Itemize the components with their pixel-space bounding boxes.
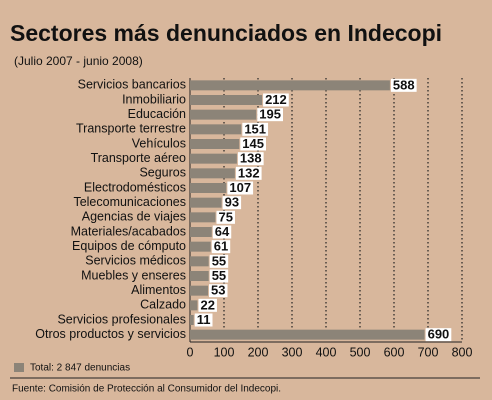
y-tick-label: Seguros bbox=[139, 166, 186, 180]
y-tick-label: Electrodomésticos bbox=[84, 180, 186, 194]
value-label-bg bbox=[240, 137, 267, 151]
value-label-bg bbox=[257, 108, 284, 122]
y-tick-label: Servicios bancarios bbox=[78, 78, 186, 92]
bar bbox=[190, 168, 235, 179]
value-label-bg bbox=[227, 181, 254, 195]
bar bbox=[190, 241, 211, 252]
value-label-bg bbox=[263, 93, 289, 107]
y-tick-label: Alimentos bbox=[131, 283, 186, 297]
value-label: 93 bbox=[225, 195, 239, 210]
value-label: 145 bbox=[242, 136, 264, 151]
x-tick-label: 600 bbox=[384, 345, 405, 359]
value-label-bg bbox=[209, 269, 229, 283]
value-label-bg bbox=[242, 122, 269, 136]
value-label: 55 bbox=[212, 253, 226, 268]
y-tick-label: Materiales/acabados bbox=[71, 224, 186, 238]
y-tick-label: Calzado bbox=[140, 298, 186, 312]
legend-label: Total: 2 847 denuncias bbox=[30, 363, 130, 374]
x-tick-label: 800 bbox=[452, 345, 473, 359]
value-label-bg bbox=[235, 166, 262, 180]
value-label: 61 bbox=[214, 239, 228, 254]
bar bbox=[190, 329, 425, 340]
value-label: 75 bbox=[219, 209, 233, 224]
bar bbox=[190, 227, 212, 237]
y-tick-label: Agencias de viajes bbox=[82, 210, 186, 224]
y-tick-label: Transporte aéreo bbox=[91, 151, 186, 165]
y-tick-label: Servicios profesionales bbox=[57, 312, 186, 326]
y-tick-label: Vehículos bbox=[132, 136, 186, 150]
bar bbox=[190, 124, 242, 135]
bar bbox=[190, 95, 263, 105]
value-label-bg bbox=[209, 254, 229, 268]
bar bbox=[190, 300, 198, 311]
value-label-bg bbox=[212, 225, 232, 239]
value-label: 107 bbox=[229, 180, 251, 195]
value-label: 195 bbox=[259, 107, 281, 122]
y-tick-label: Otros productos y servicios bbox=[35, 327, 186, 341]
y-tick-label: Muebles y enseres bbox=[81, 268, 186, 282]
value-label: 55 bbox=[212, 268, 226, 283]
bar bbox=[190, 183, 227, 193]
value-label-bg bbox=[425, 328, 452, 342]
value-label: 690 bbox=[428, 327, 450, 342]
y-tick-label: Telecomunicaciones bbox=[73, 195, 186, 209]
chart-title: Sectores más denunciados en Indecopi bbox=[10, 20, 442, 46]
value-label-bg bbox=[198, 298, 217, 312]
value-label-bg bbox=[194, 313, 213, 327]
value-label: 212 bbox=[265, 92, 287, 107]
x-tick-label: 0 bbox=[187, 345, 194, 359]
bar bbox=[190, 212, 216, 223]
value-label: 132 bbox=[238, 165, 260, 180]
x-tick-label: 200 bbox=[248, 345, 269, 359]
x-tick-label: 500 bbox=[350, 345, 371, 359]
value-label: 22 bbox=[200, 297, 214, 312]
chart-subtitle: (Julio 2007 - junio 2008) bbox=[14, 54, 143, 68]
value-label-bg bbox=[209, 284, 228, 298]
bar bbox=[190, 271, 209, 281]
value-label: 151 bbox=[244, 121, 266, 136]
value-label: 138 bbox=[240, 151, 262, 166]
bar bbox=[190, 153, 237, 164]
value-label: 11 bbox=[197, 312, 211, 327]
bar bbox=[190, 315, 194, 325]
legend-swatch bbox=[14, 363, 24, 372]
bar bbox=[190, 109, 257, 120]
value-label: 53 bbox=[211, 283, 225, 298]
value-label-bg bbox=[390, 78, 417, 92]
bar bbox=[190, 197, 222, 208]
value-label: 588 bbox=[393, 77, 415, 92]
bar bbox=[190, 139, 240, 149]
y-tick-label: Inmobiliario bbox=[122, 92, 186, 106]
y-tick-label: Educación bbox=[128, 107, 186, 121]
x-tick-label: 100 bbox=[214, 345, 235, 359]
y-tick-label: Servicios médicos bbox=[85, 254, 186, 268]
value-label-bg bbox=[211, 240, 231, 254]
x-tick-label: 300 bbox=[282, 345, 303, 359]
bar bbox=[190, 80, 390, 91]
value-label: 64 bbox=[215, 224, 230, 239]
source: Fuente: Comisión de Protección al Consum… bbox=[12, 384, 281, 395]
value-label-bg bbox=[222, 196, 242, 210]
x-tick-label: 400 bbox=[316, 345, 337, 359]
y-tick-label: Equipos de cómputo bbox=[72, 239, 186, 253]
y-tick-label: Transporte terrestre bbox=[76, 122, 186, 136]
value-label-bg bbox=[237, 152, 264, 166]
x-tick-label: 700 bbox=[418, 345, 439, 359]
bar bbox=[190, 256, 209, 267]
bar bbox=[190, 285, 209, 296]
value-label-bg bbox=[216, 210, 235, 224]
